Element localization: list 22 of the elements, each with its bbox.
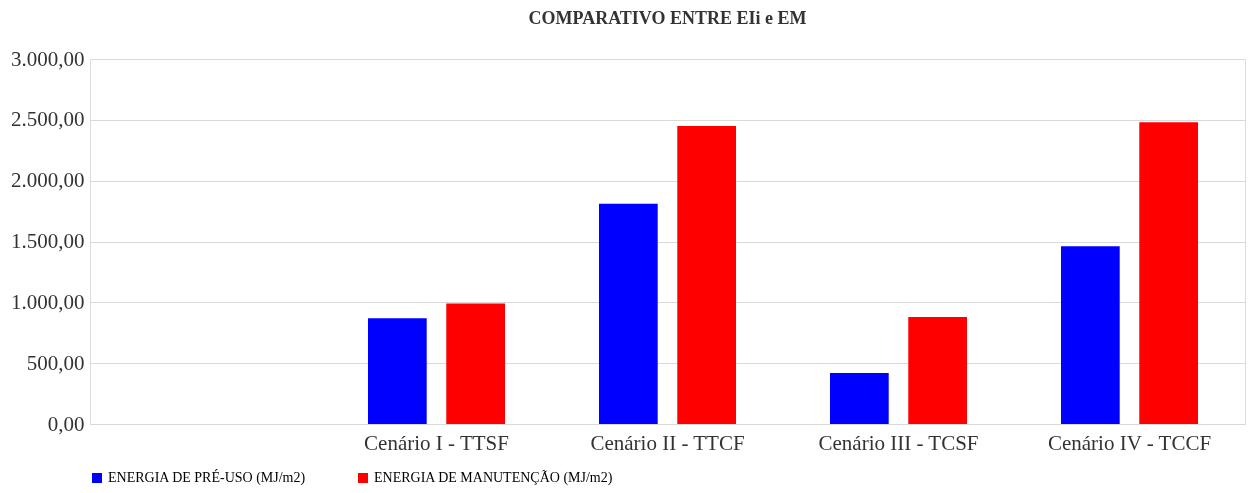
y-tick-label: 0,00 xyxy=(47,411,85,436)
bar xyxy=(367,318,427,424)
y-tick-label: 1.000,00 xyxy=(11,289,85,314)
legend-label: ENERGIA DE PRÉ-USO (MJ/m2) xyxy=(108,469,306,486)
chart-title: COMPARATIVO ENTRE EIi e EM xyxy=(528,8,807,28)
y-tick-label: 500,00 xyxy=(26,350,85,375)
bar xyxy=(1060,246,1120,424)
bar xyxy=(829,372,889,424)
x-tick-label: Cenário I - TTSF xyxy=(364,430,509,455)
x-tick-label: Cenário IV - TCCF xyxy=(1047,430,1212,455)
bar xyxy=(1139,122,1199,424)
bar xyxy=(598,203,658,424)
y-tick-label: 2.000,00 xyxy=(11,168,85,193)
bar xyxy=(908,316,968,424)
y-tick-label: 3.000,00 xyxy=(11,46,85,71)
bar xyxy=(677,125,737,424)
legend-label: ENERGIA DE MANUTENÇÃO (MJ/m2) xyxy=(374,470,613,486)
x-tick-label: Cenário III - TCSF xyxy=(818,430,979,455)
bar xyxy=(446,303,506,424)
y-tick-label: 1.500,00 xyxy=(11,229,85,253)
y-tick-label: 2.500,00 xyxy=(11,107,85,132)
x-tick-label: Cenário II - TTCF xyxy=(590,430,745,455)
